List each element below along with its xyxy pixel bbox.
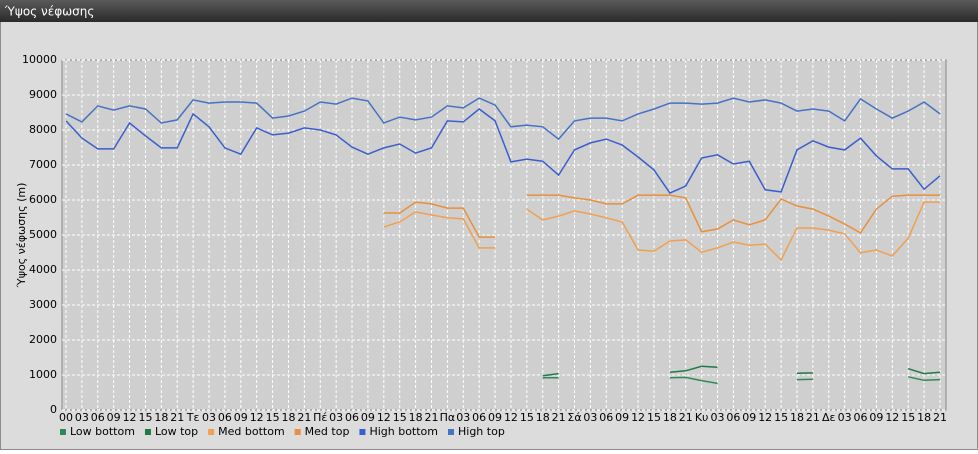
legend-label: Med bottom (218, 425, 285, 438)
series-line (542, 365, 941, 377)
x-tick-label: 18 (790, 411, 804, 424)
x-tick-label: 06 (726, 411, 740, 424)
x-tick-label: 12 (885, 411, 899, 424)
x-tick-label: 03 (838, 411, 852, 424)
x-tick-label: 21 (806, 411, 820, 424)
x-tick-label: 12 (377, 411, 391, 424)
x-tick-label: 18 (917, 411, 931, 424)
x-tick-label: Πα (440, 411, 456, 424)
x-tick-label: 09 (361, 411, 375, 424)
x-tick-label: 15 (266, 411, 280, 424)
legend-label: High bottom (369, 425, 438, 438)
x-tick-label: 03 (202, 411, 216, 424)
legend-swatch (144, 429, 151, 435)
x-tick-label: 06 (472, 411, 486, 424)
x-tick-label: 06 (218, 411, 232, 424)
x-tick-label: 18 (409, 411, 423, 424)
legend-label: Low bottom (70, 425, 135, 438)
x-tick-label: 15 (901, 411, 915, 424)
legend-swatch (448, 429, 454, 435)
y-tick-label: 2000 (29, 333, 57, 346)
x-tick-label: 21 (552, 411, 566, 424)
x-tick-label: Σά (567, 411, 581, 424)
x-tick-label: Δε (822, 411, 836, 424)
x-tick-label: 09 (107, 411, 121, 424)
x-tick-label: 15 (520, 411, 534, 424)
x-tick-label: 03 (711, 411, 725, 424)
x-tick-label: 06 (345, 411, 359, 424)
series-line (383, 201, 940, 262)
x-tick-label: 15 (393, 411, 407, 424)
x-tick-label: 18 (154, 411, 168, 424)
series-line (542, 376, 941, 385)
x-tick-label: 03 (583, 411, 597, 424)
x-tick-label: 09 (488, 411, 502, 424)
x-tick-label: 03 (75, 411, 89, 424)
y-tick-label: 7000 (29, 158, 57, 171)
x-tick-label: 15 (774, 411, 788, 424)
y-tick-label: 9000 (29, 88, 57, 101)
x-tick-label: 18 (536, 411, 550, 424)
y-tick-label: 1000 (29, 368, 57, 381)
x-tick-label: 06 (854, 411, 868, 424)
x-tick-label: Κυ (695, 411, 709, 424)
x-tick-label: 12 (250, 411, 264, 424)
x-tick-label: 18 (281, 411, 295, 424)
x-tick-label: 21 (679, 411, 693, 424)
series-line (65, 108, 941, 194)
x-tick-label: 21 (933, 411, 947, 424)
y-tick-label: 4000 (29, 263, 57, 276)
x-tick-label: 21 (297, 411, 311, 424)
legend-swatch (359, 429, 366, 435)
legend-label: Med top (305, 425, 350, 438)
y-tick-label: 3000 (29, 298, 57, 311)
x-tick-label: 21 (170, 411, 184, 424)
x-tick-label: 00 (59, 411, 73, 424)
x-tick-label: 06 (599, 411, 613, 424)
y-tick-label: 6000 (29, 193, 57, 206)
legend-swatch (294, 429, 301, 435)
x-tick-label: 12 (631, 411, 645, 424)
x-tick-label: 15 (647, 411, 661, 424)
x-tick-label: 03 (329, 411, 343, 424)
title-bar (0, 0, 978, 22)
y-tick-label: 8000 (29, 123, 57, 136)
x-tick-label: 15 (138, 411, 152, 424)
legend-label: Low top (155, 425, 198, 438)
y-tick-label: 5000 (29, 228, 57, 241)
x-tick-label: Τε (186, 411, 200, 424)
x-tick-label: 09 (615, 411, 629, 424)
legend-swatch (208, 429, 215, 435)
x-tick-label: 12 (504, 411, 518, 424)
y-tick-label: 10000 (22, 53, 57, 66)
chart-title: Ύψος νέφωσης (4, 5, 94, 19)
x-tick-label: Πέ (313, 411, 327, 424)
y-tick-label: 0 (50, 403, 57, 416)
x-tick-label: 21 (424, 411, 438, 424)
x-tick-label: 09 (742, 411, 756, 424)
x-tick-label: 09 (869, 411, 883, 424)
x-tick-label: 06 (91, 411, 105, 424)
x-tick-label: 18 (663, 411, 677, 424)
x-tick-label: 12 (758, 411, 772, 424)
legend-label: High top (458, 425, 505, 438)
legend-swatch (60, 429, 66, 435)
x-tick-label: 12 (123, 411, 137, 424)
series-line (65, 97, 941, 141)
x-tick-label: 09 (234, 411, 248, 424)
y-axis-label: Ύψος νέφωσης (m) (15, 183, 28, 289)
x-tick-label: 03 (456, 411, 470, 424)
series-line (383, 194, 940, 238)
